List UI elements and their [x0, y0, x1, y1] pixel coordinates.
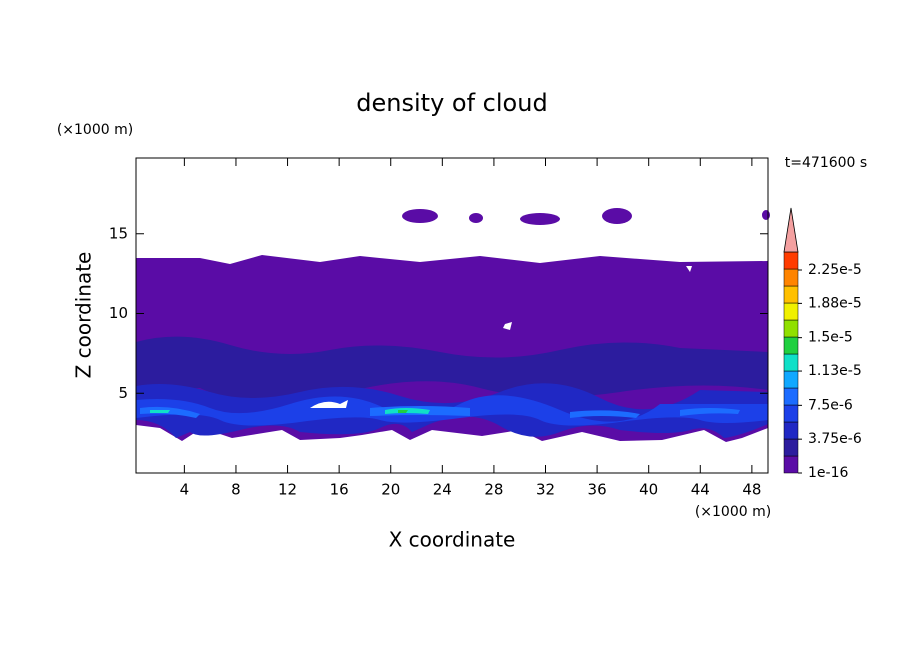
contour-region	[140, 406, 740, 418]
contour-region	[398, 410, 408, 413]
colorbar-band	[783, 285, 799, 304]
colorbar-band	[783, 421, 799, 440]
y-unit: (×1000 m)	[57, 122, 133, 138]
colorbar-label: 1e-16	[808, 465, 848, 481]
colorbar-label: 2.25e-5	[808, 262, 862, 278]
contour-region	[469, 213, 483, 223]
x-axis-label: X coordinate	[389, 528, 516, 552]
colorbar-band	[783, 438, 799, 457]
colorbar-band	[783, 302, 799, 321]
colorbar-label: 1.5e-5	[808, 330, 853, 346]
x-tick-label: 32	[536, 481, 555, 499]
x-unit: (×1000 m)	[695, 504, 771, 520]
contour-region	[136, 336, 768, 404]
colorbar-label: 1.13e-5	[808, 363, 862, 379]
colorbar-band	[783, 370, 799, 389]
y-tick-label: 15	[109, 224, 128, 242]
y-tick-label: 5	[118, 384, 128, 402]
colorbar-extend	[783, 207, 799, 253]
contour-region	[402, 209, 438, 223]
y-axis-label: Z coordinate	[72, 252, 96, 379]
x-tick-label: 12	[278, 481, 297, 499]
x-tick-label: 24	[433, 481, 452, 499]
x-tick-label: 40	[639, 481, 658, 499]
time-label: t=471600 s	[785, 155, 867, 171]
colorbar-band	[783, 353, 799, 372]
colorbar-label: 7.5e-6	[808, 397, 853, 413]
x-tick-label: 4	[180, 481, 190, 499]
colorbar-label: 3.75e-6	[808, 431, 862, 447]
colorbar-band	[783, 268, 799, 287]
contour-region	[150, 408, 430, 414]
contour-field	[136, 208, 770, 442]
contour-region	[602, 208, 632, 224]
colorbar-label: 1.88e-5	[808, 295, 862, 311]
colorbar-band	[783, 336, 799, 355]
colorbar-band	[783, 319, 799, 338]
contour-region	[762, 210, 770, 220]
colorbar-band	[783, 455, 799, 474]
x-tick-label: 48	[742, 481, 761, 499]
x-tick-label: 28	[484, 481, 503, 499]
colorbar-band	[783, 387, 799, 406]
plot-frame	[135, 157, 769, 474]
colorbar-band	[783, 404, 799, 423]
x-tick-label: 8	[231, 481, 241, 499]
x-tick-label: 36	[588, 481, 607, 499]
x-tick-label: 16	[330, 481, 349, 499]
x-tick-label: 44	[691, 481, 710, 499]
y-tick-label: 10	[109, 304, 128, 322]
colorbar-band	[783, 251, 799, 270]
contour-region	[520, 213, 560, 225]
x-tick-label: 20	[381, 481, 400, 499]
chart-title: density of cloud	[356, 89, 547, 117]
